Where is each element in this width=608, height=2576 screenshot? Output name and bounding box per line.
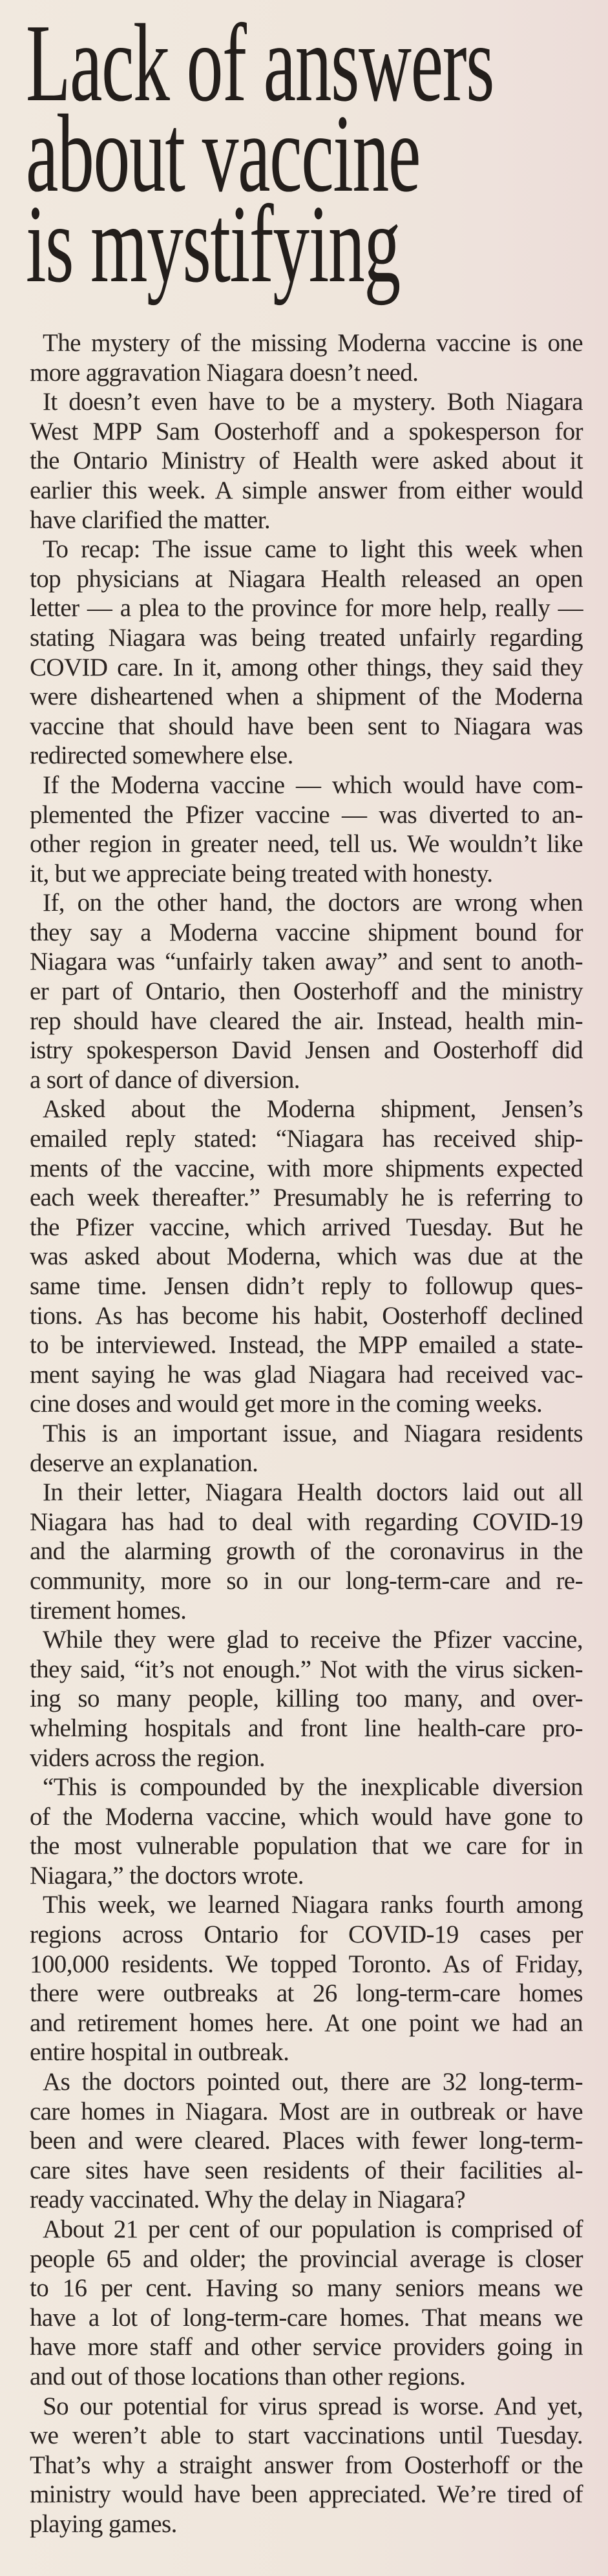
article-line: About 21 per cent of our population is c… — [43, 2215, 583, 2243]
article-line: they say a Moderna vaccine shipment boun… — [30, 918, 583, 946]
article-line: have clarified the matter. — [30, 506, 271, 534]
article-paragraph: It doesn’t even have to be a mystery. Bo… — [30, 387, 583, 535]
article-line: we weren’t able to start vaccinations un… — [30, 2422, 583, 2450]
article-paragraph: If the Moderna vaccine — which would hav… — [30, 771, 583, 888]
article-line: It doesn’t even have to be a mystery. Bo… — [43, 388, 583, 416]
article-line: The mystery of the missing Moderna vacci… — [43, 329, 583, 357]
article-line: care sites have seen residents of their … — [30, 2156, 583, 2184]
article-line: cine doses and would get more in the com… — [30, 1390, 543, 1418]
article-line: ing so many people, killing too many, an… — [30, 1685, 583, 1713]
article-line: letter — a plea to the province for more… — [30, 594, 583, 623]
article-line: have more staff and other service provid… — [30, 2333, 583, 2361]
article-line: was asked about Moderna, which was due a… — [30, 1242, 583, 1271]
article-line: been and were cleared. Places with fewer… — [30, 2127, 583, 2155]
article-line: While they were glad to receive the Pfiz… — [43, 1626, 583, 1654]
article-line: and the alarming growth of the coronavir… — [30, 1537, 583, 1566]
article-line: In their letter, Niagara Health doctors … — [43, 1478, 583, 1507]
article-line: the Ontario Ministry of Health were aske… — [30, 447, 583, 475]
article-line: people 65 and older; the provincial aver… — [30, 2244, 583, 2273]
article-paragraph: “This is compounded by the inexplicable … — [30, 1772, 583, 1890]
article-paragraph: To recap: The issue came to light this w… — [30, 535, 583, 771]
headline-line: is mystifying — [26, 183, 401, 306]
article-line: deserve an explanation. — [30, 1449, 258, 1477]
article-line: other region in greater need, tell us. W… — [30, 830, 583, 858]
article-paragraph: If, on the other hand, the doctors are w… — [30, 888, 583, 1094]
article-line: whelming hospitals and front line health… — [30, 1714, 583, 1742]
article-line: tions. As has become his habit, Oosterho… — [30, 1301, 583, 1330]
article-line: playing games. — [30, 2509, 177, 2538]
article-line: This is an important issue, and Niagara … — [43, 1419, 583, 1447]
article-line: redirected somewhere else. — [30, 741, 293, 770]
article-line: “This is compounded by the inexplicable … — [43, 1773, 583, 1802]
article-line: earlier this week. A simple answer from … — [30, 476, 583, 504]
article-line: regions across Ontario for COVID-19 case… — [30, 1921, 583, 1949]
article-paragraph: About 21 per cent of our population is c… — [30, 2215, 583, 2392]
article-line: COVID care. In it, among other things, t… — [30, 653, 583, 681]
article-line: top physicians at Niagara Health release… — [30, 564, 583, 593]
article-line: Asked about the Moderna shipment, Jensen… — [43, 1095, 583, 1123]
article-line: were disheartened when a shipment of the… — [30, 683, 583, 711]
headline: Lack of answers about vaccine is mystify… — [26, 8, 607, 306]
article-line: a sort of dance of diversion. — [30, 1065, 300, 1094]
article-line: ready vaccinated. Why the delay in Niaga… — [30, 2186, 466, 2214]
article-line: entire hospital in outbreak. — [30, 2038, 289, 2067]
article-line: of the Moderna vaccine, which would have… — [30, 1802, 583, 1831]
article-line: same time. Jensen didn’t reply to follow… — [30, 1272, 583, 1300]
article-line: That’s why a straight answer from Ooster… — [30, 2451, 583, 2479]
article-line: the Pfizer vaccine, which arrived Tuesda… — [30, 1213, 583, 1241]
article-paragraph: This is an important issue, and Niagara … — [30, 1419, 583, 1478]
article-paragraph: Asked about the Moderna shipment, Jensen… — [30, 1094, 583, 1419]
article-line: care homes in Niagara. Most are in outbr… — [30, 2097, 583, 2125]
article-line: plemented the Pfizer vaccine — was diver… — [30, 800, 583, 829]
article-line: have a lot of long-term-care homes. That… — [30, 2303, 583, 2332]
article-line: To recap: The issue came to light this w… — [43, 535, 583, 564]
article-line: istry spokesperson David Jensen and Oost… — [30, 1036, 583, 1065]
article-line: Niagara has had to deal with regarding C… — [30, 1507, 583, 1536]
article-line: tirement homes. — [30, 1596, 187, 1624]
article-line: rep should have cleared the air. Instead… — [30, 1006, 583, 1035]
article-line: it, but we appreciate being treated with… — [30, 859, 493, 888]
article-line: stating Niagara was being treated unfair… — [30, 623, 583, 652]
article-body: The mystery of the missing Moderna vacci… — [30, 328, 583, 2539]
article-line: ministry would have been appreciated. We… — [30, 2480, 583, 2509]
article-line: West MPP Sam Oosterhoff and a spokespers… — [30, 417, 583, 445]
article-line: and retirement homes here. At one point … — [30, 2008, 583, 2037]
article-line: So our potential for virus spread is wor… — [43, 2392, 583, 2420]
article-paragraph: So our potential for virus spread is wor… — [30, 2392, 583, 2539]
article-line: emailed reply stated: “Niagara has recei… — [30, 1125, 583, 1153]
article-line: the most vulnerable population that we c… — [30, 1832, 583, 1860]
article-line: community, more so in our long-term-care… — [30, 1566, 583, 1595]
article-line: Niagara,” the doctors wrote. — [30, 1861, 304, 1889]
article-paragraph: The mystery of the missing Moderna vacci… — [30, 328, 583, 387]
article-paragraph: As the doctors pointed out, there are 32… — [30, 2067, 583, 2215]
article-paragraph: In their letter, Niagara Health doctors … — [30, 1478, 583, 1625]
article-line: vaccine that should have been sent to Ni… — [30, 712, 583, 740]
article-paragraph: While they were glad to receive the Pfiz… — [30, 1625, 583, 1772]
article-line: ment saying he was glad Niagara had rece… — [30, 1360, 583, 1389]
article-line: ments of the vaccine, with more shipment… — [30, 1154, 583, 1182]
article-line: viders across the region. — [30, 1743, 266, 1772]
article-line: If the Moderna vaccine — which would hav… — [43, 771, 583, 799]
article-line: more aggravation Niagara doesn’t need. — [30, 358, 419, 387]
article-line: to be interviewed. Instead, the MPP emai… — [30, 1331, 583, 1359]
article-line: If, on the other hand, the doctors are w… — [43, 889, 583, 917]
article-line: As the doctors pointed out, there are 32… — [43, 2068, 583, 2096]
article-line: 100,000 residents. We topped Toronto. As… — [30, 1950, 583, 1978]
article-line: This week, we learned Niagara ranks four… — [43, 1891, 583, 1919]
article-line: there were outbreaks at 26 long-term-car… — [30, 1979, 583, 2008]
article-line: each week thereafter.” Presumably he is … — [30, 1184, 583, 1212]
article-line: er part of Ontario, then Oosterhoff and … — [30, 977, 583, 1006]
article-line: to 16 per cent. Having so many seniors m… — [30, 2274, 583, 2303]
article-line: and out of those locations than other re… — [30, 2362, 466, 2390]
headline-line: about vaccine — [26, 92, 421, 215]
article-line: Niagara was “unfairly taken away” and se… — [30, 948, 583, 976]
article-paragraph: This week, we learned Niagara ranks four… — [30, 1890, 583, 2067]
article-line: they said, “it’s not enough.” Not with t… — [30, 1655, 583, 1683]
